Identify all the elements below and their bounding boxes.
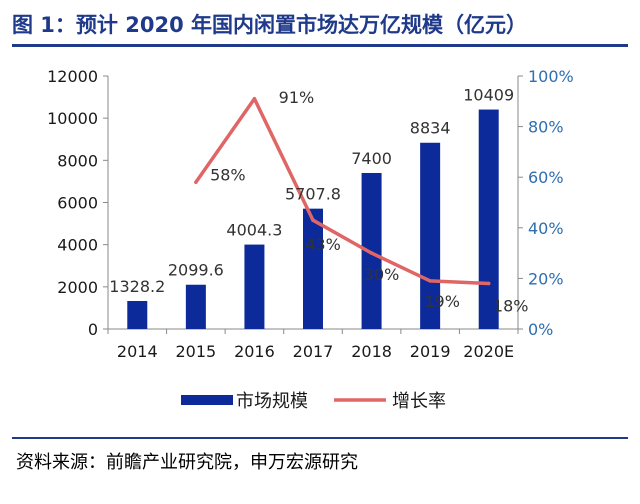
y-right-tick-label: 60% [528, 168, 564, 187]
bar-data-label: 5707.8 [285, 185, 341, 204]
x-tick-label: 2016 [234, 342, 275, 361]
y-right-tick-label: 100% [528, 67, 574, 86]
growth-rate-point-2019 [428, 279, 432, 283]
growth-data-label: 19% [424, 292, 460, 311]
growth-rate-point-2020E [486, 281, 491, 286]
chart-title: 图 1：预计 2020 年国内闲置市场达万亿规模（亿元） [12, 13, 527, 37]
y-right-tick-label: 0% [528, 320, 553, 339]
y-left-tick-label: 0 [88, 320, 98, 339]
y-left-tick-label: 10000 [47, 109, 98, 128]
bar-market-size-2014 [127, 300, 148, 329]
growth-rate-point-2015 [194, 180, 198, 185]
legend-swatch-bar [181, 395, 233, 405]
x-tick-label: 2014 [117, 342, 158, 361]
growth-rate-line [194, 97, 489, 286]
growth-rate-point-2017 [311, 218, 315, 223]
growth-rate-point-2016 [252, 96, 257, 101]
bar-market-size-2020E [478, 109, 499, 329]
y-right-tick-label: 80% [528, 118, 564, 137]
bar-data-label: 8834 [410, 119, 451, 138]
bar-market-size-2018 [361, 172, 382, 329]
market-size-chart: 0 2000 4000 6000 8000 10000 12000 0% 20% 40% 60% 80… [47, 67, 574, 412]
growth-data-label: 43% [305, 235, 341, 254]
bar-data-label: 7400 [351, 149, 392, 168]
y-right-tick-label: 40% [528, 219, 564, 238]
growth-rate-point-2018 [369, 251, 374, 255]
bar-data-label: 10409 [463, 86, 514, 105]
x-tick-label: 2020E [463, 342, 514, 361]
bar-market-size-2016 [244, 244, 265, 329]
bar-market-size-2015 [185, 284, 206, 329]
bar-data-label: 4004.3 [226, 221, 282, 240]
x-tick-label: 2015 [175, 342, 216, 361]
x-tick-label: 2017 [293, 342, 334, 361]
growth-data-label: 30% [364, 265, 400, 284]
growth-data-label: 18% [493, 296, 529, 315]
legend-label-bar: 市场规模 [236, 391, 308, 412]
x-tick-label: 2018 [351, 342, 392, 361]
footer-divider [12, 437, 628, 439]
x-tick-label: 2019 [410, 342, 451, 361]
y-left-tick-label: 12000 [47, 67, 98, 86]
y-left-tick-label: 6000 [57, 194, 98, 213]
bar-data-label: 2099.6 [168, 261, 224, 280]
y-left-tick-label: 8000 [57, 151, 98, 170]
y-left-tick-label: 4000 [57, 236, 98, 255]
growth-data-label: 58% [210, 165, 246, 184]
legend-label-line: 增长率 [392, 391, 446, 412]
y-left-tick-label: 2000 [57, 278, 98, 297]
title-divider [12, 44, 628, 47]
bar-market-size-2017 [303, 208, 323, 329]
y-right-tick-label: 20% [528, 269, 564, 288]
source-note: 资料来源：前瞻产业研究院，申万宏源研究 [16, 452, 358, 473]
bar-data-label: 1328.2 [109, 277, 165, 296]
growth-data-label: 91% [279, 88, 315, 107]
